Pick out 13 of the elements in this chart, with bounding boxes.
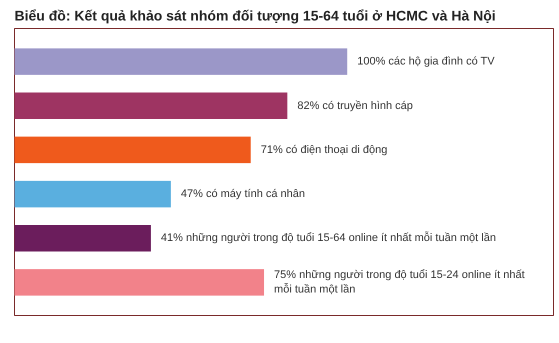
chart-title: Biểu đồ: Kết quả khảo sát nhóm đối tượng 15-64 tuổi ở HCMC và Hà Nội <box>14 8 496 24</box>
bar <box>14 92 288 120</box>
data-label: 100% các hộ gia đình có TV <box>357 56 496 68</box>
bar <box>14 48 348 75</box>
data-label: 41% những người trong độ tuổi 15-64 online ít nhất mỗi tuần một lần <box>160 231 496 244</box>
data-label: 71% có điện thoại di động <box>260 144 388 156</box>
data-label: 47% có máy tính cá nhân <box>180 188 306 200</box>
bar <box>14 269 264 296</box>
data-label: 75% những người trong độ tuổi 15-24 online ít nhất mỗi tuần một lần <box>274 269 525 296</box>
bar <box>14 136 251 164</box>
bar <box>14 180 171 208</box>
bar <box>14 224 151 252</box>
data-label: 82% có truyền hình cáp <box>297 100 413 112</box>
